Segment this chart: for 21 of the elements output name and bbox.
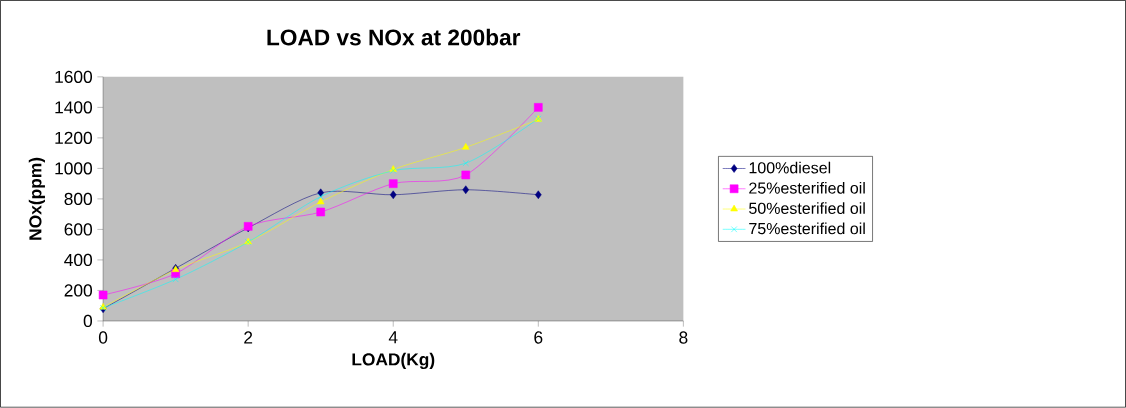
legend-label: 75%esterified oil	[749, 222, 865, 235]
y-tick-label: 1600	[55, 70, 93, 84]
y-tick-label: 200	[64, 284, 93, 297]
y-tick-label: 1200	[55, 131, 93, 145]
x-tick-label: 4	[388, 331, 398, 344]
x-tick-label: 6	[534, 331, 543, 344]
y-tick-label: 1000	[55, 162, 93, 175]
x-tick-label: 0	[98, 331, 108, 344]
y-axis-title: NOx(ppm)	[28, 158, 45, 240]
legend-label: 50%esterified oil	[749, 202, 865, 215]
x-tick-label: 8	[679, 331, 688, 344]
y-tick-label: 0	[83, 314, 93, 328]
legend-label: 100%diesel	[749, 161, 831, 174]
x-axis-title: LOAD(Kg)	[352, 352, 435, 370]
y-tick-label: 1400	[55, 101, 93, 114]
legend-label: 25%esterified oil	[749, 182, 865, 194]
x-tick-label: 2	[244, 331, 253, 344]
chart-title: LOAD vs NOx at 200bar	[267, 28, 521, 46]
y-tick-label: 800	[64, 192, 93, 206]
y-tick-label: 600	[64, 223, 93, 236]
y-tick-label: 400	[64, 253, 93, 267]
